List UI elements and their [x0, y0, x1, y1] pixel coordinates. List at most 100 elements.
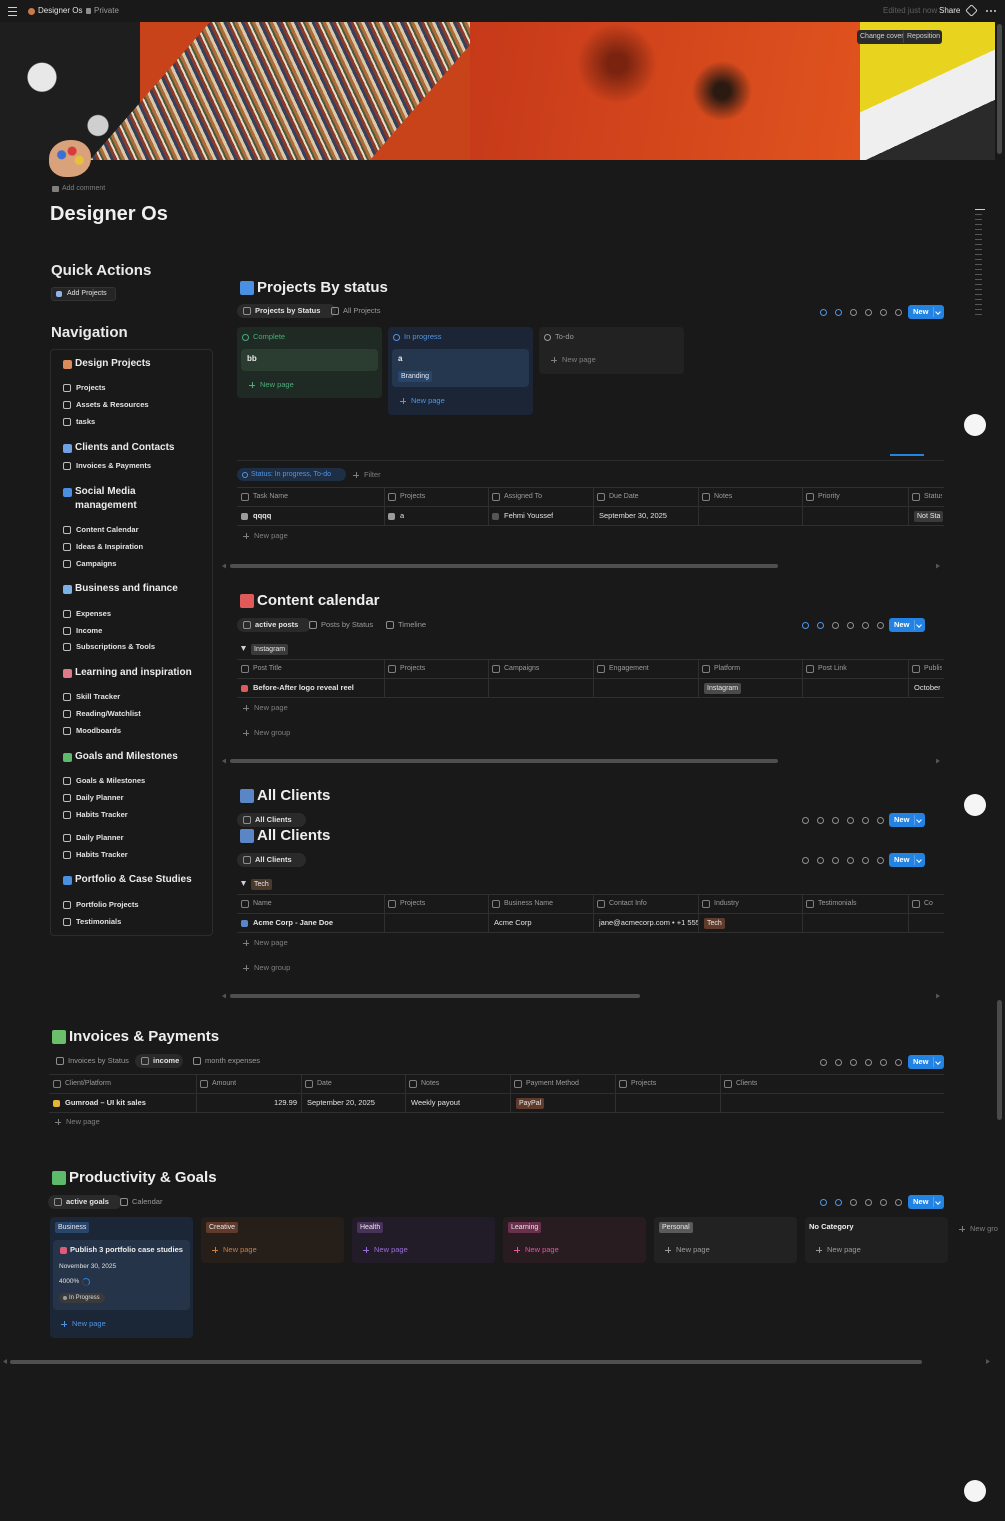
- toolbar-icon[interactable]: [850, 1059, 857, 1066]
- nav-link[interactable]: Portfolio Projects: [76, 900, 139, 909]
- new-button-label[interactable]: New: [913, 1197, 929, 1206]
- view-tab[interactable]: month expenses: [205, 1056, 261, 1065]
- new-page-button[interactable]: New page: [260, 380, 294, 389]
- toolbar-icon[interactable]: [817, 857, 824, 864]
- view-tab[interactable]: All Projects: [343, 306, 381, 315]
- view-tab[interactable]: active goals: [66, 1197, 109, 1206]
- column-header[interactable]: Notes: [421, 1080, 440, 1087]
- toolbar-icon[interactable]: [802, 622, 809, 629]
- new-button[interactable]: [889, 618, 925, 632]
- toolbar-icon[interactable]: [802, 817, 809, 824]
- column-header[interactable]: Co: [924, 900, 933, 907]
- toolbar-icon[interactable]: [835, 1199, 842, 1206]
- card-title[interactable]: a: [398, 354, 403, 363]
- toolbar-icon[interactable]: [832, 817, 839, 824]
- cell[interactable]: Gumroad – UI kit sales: [65, 1098, 146, 1107]
- new-page-button[interactable]: New page: [374, 1245, 408, 1254]
- column-header[interactable]: Platform: [714, 665, 741, 672]
- new-page-button[interactable]: New page: [254, 938, 288, 947]
- new-page-button[interactable]: New group: [254, 728, 291, 737]
- column-header[interactable]: Projects: [631, 1080, 657, 1087]
- column-header[interactable]: Client/Platform: [65, 1080, 111, 1087]
- column-header[interactable]: Payment Method: [526, 1080, 579, 1087]
- help-button[interactable]: [964, 794, 986, 816]
- toolbar-icon[interactable]: [835, 1059, 842, 1066]
- column-header[interactable]: Contact Info: [609, 900, 647, 907]
- view-tab[interactable]: All Clients: [255, 815, 292, 824]
- column-header[interactable]: Industry: [714, 900, 739, 907]
- more-icon[interactable]: [990, 10, 992, 12]
- column-header[interactable]: Engagement: [609, 665, 649, 672]
- new-button-label[interactable]: New: [894, 815, 910, 824]
- add-projects-button[interactable]: [51, 287, 116, 301]
- toolbar-icon[interactable]: [820, 309, 827, 316]
- new-button-label[interactable]: New: [913, 1057, 929, 1066]
- nav-group-title[interactable]: Business and finance: [75, 583, 178, 594]
- column-header[interactable]: Notes: [714, 493, 733, 500]
- new-page-button[interactable]: New page: [254, 531, 288, 540]
- new-page-button[interactable]: New page: [254, 703, 288, 712]
- nav-link[interactable]: Assets & Resources: [76, 400, 149, 409]
- add-comment[interactable]: Add comment: [62, 185, 106, 192]
- menu-icon[interactable]: [8, 7, 17, 9]
- menu-icon[interactable]: [8, 11, 17, 13]
- view-tab[interactable]: Timeline: [398, 620, 427, 629]
- new-page-button[interactable]: New page: [562, 355, 596, 364]
- scroll-arrow[interactable]: [222, 758, 226, 764]
- column-header[interactable]: Post Link: [818, 665, 847, 672]
- cell[interactable]: qqqq: [253, 511, 272, 520]
- scroll-arrow[interactable]: [936, 758, 940, 764]
- nav-link[interactable]: Habits Tracker: [76, 810, 128, 819]
- new-button[interactable]: [908, 1055, 944, 1069]
- scroll-arrow[interactable]: [222, 563, 226, 569]
- favorite-icon[interactable]: [965, 4, 978, 17]
- toolbar-icon[interactable]: [832, 622, 839, 629]
- toolbar-icon[interactable]: [835, 309, 842, 316]
- column-header[interactable]: Business Name: [504, 900, 554, 907]
- card-title[interactable]: bb: [247, 354, 257, 363]
- new-button-label[interactable]: New: [913, 307, 929, 316]
- view-tab[interactable]: Posts by Status: [321, 620, 374, 629]
- column-header[interactable]: Publis: [924, 665, 942, 672]
- toolbar-icon[interactable]: [877, 817, 884, 824]
- view-tab[interactable]: income: [153, 1056, 180, 1065]
- nav-link[interactable]: Goals & Milestones: [76, 776, 146, 785]
- column-header[interactable]: Campaigns: [504, 665, 540, 672]
- toolbar-icon[interactable]: [862, 857, 869, 864]
- column-header[interactable]: Projects: [400, 665, 426, 672]
- nav-link[interactable]: Income: [76, 626, 103, 635]
- scroll-arrow[interactable]: [3, 1359, 7, 1364]
- nav-group-title[interactable]: Portfolio & Case Studies: [75, 874, 192, 885]
- new-button[interactable]: [908, 1195, 944, 1209]
- breadcrumb[interactable]: Designer Os: [38, 6, 83, 15]
- filter-chip[interactable]: [237, 468, 346, 481]
- column-header[interactable]: Status: [924, 493, 942, 500]
- new-button[interactable]: [889, 853, 925, 867]
- column-header[interactable]: Name: [253, 900, 272, 907]
- toolbar-icon[interactable]: [895, 309, 902, 316]
- toolbar-icon[interactable]: [850, 1199, 857, 1206]
- column-header[interactable]: Post Title: [253, 665, 282, 672]
- nav-link[interactable]: Moodboards: [76, 726, 121, 735]
- filter-label[interactable]: Status: In progress, To-do: [251, 471, 332, 478]
- help-button[interactable]: [964, 1480, 986, 1502]
- column-header[interactable]: Amount: [212, 1080, 237, 1087]
- scroll-arrow[interactable]: [986, 1359, 990, 1364]
- column-header[interactable]: Clients: [736, 1080, 758, 1087]
- nav-link[interactable]: Daily Planner: [76, 793, 124, 802]
- view-tab[interactable]: Calendar: [132, 1197, 163, 1206]
- nav-group-title[interactable]: Social Media management: [75, 486, 137, 511]
- new-page-button[interactable]: New page: [676, 1245, 710, 1254]
- new-page-button[interactable]: New page: [525, 1245, 559, 1254]
- nav-link[interactable]: Subscriptions & Tools: [76, 642, 156, 651]
- column-header[interactable]: Priority: [818, 493, 840, 500]
- toolbar-icon[interactable]: [862, 622, 869, 629]
- more-icon[interactable]: [986, 10, 988, 12]
- new-button[interactable]: [889, 813, 925, 827]
- nav-link[interactable]: Reading/Watchlist: [76, 709, 141, 718]
- card-title[interactable]: Publish 3 portfolio case studies: [70, 1245, 183, 1254]
- group-toggle[interactable]: [241, 881, 246, 886]
- nav-group-title[interactable]: Clients and Contacts: [75, 442, 175, 453]
- nav-group-title[interactable]: Design Projects: [75, 358, 151, 369]
- new-page-button[interactable]: New gro: [970, 1224, 998, 1233]
